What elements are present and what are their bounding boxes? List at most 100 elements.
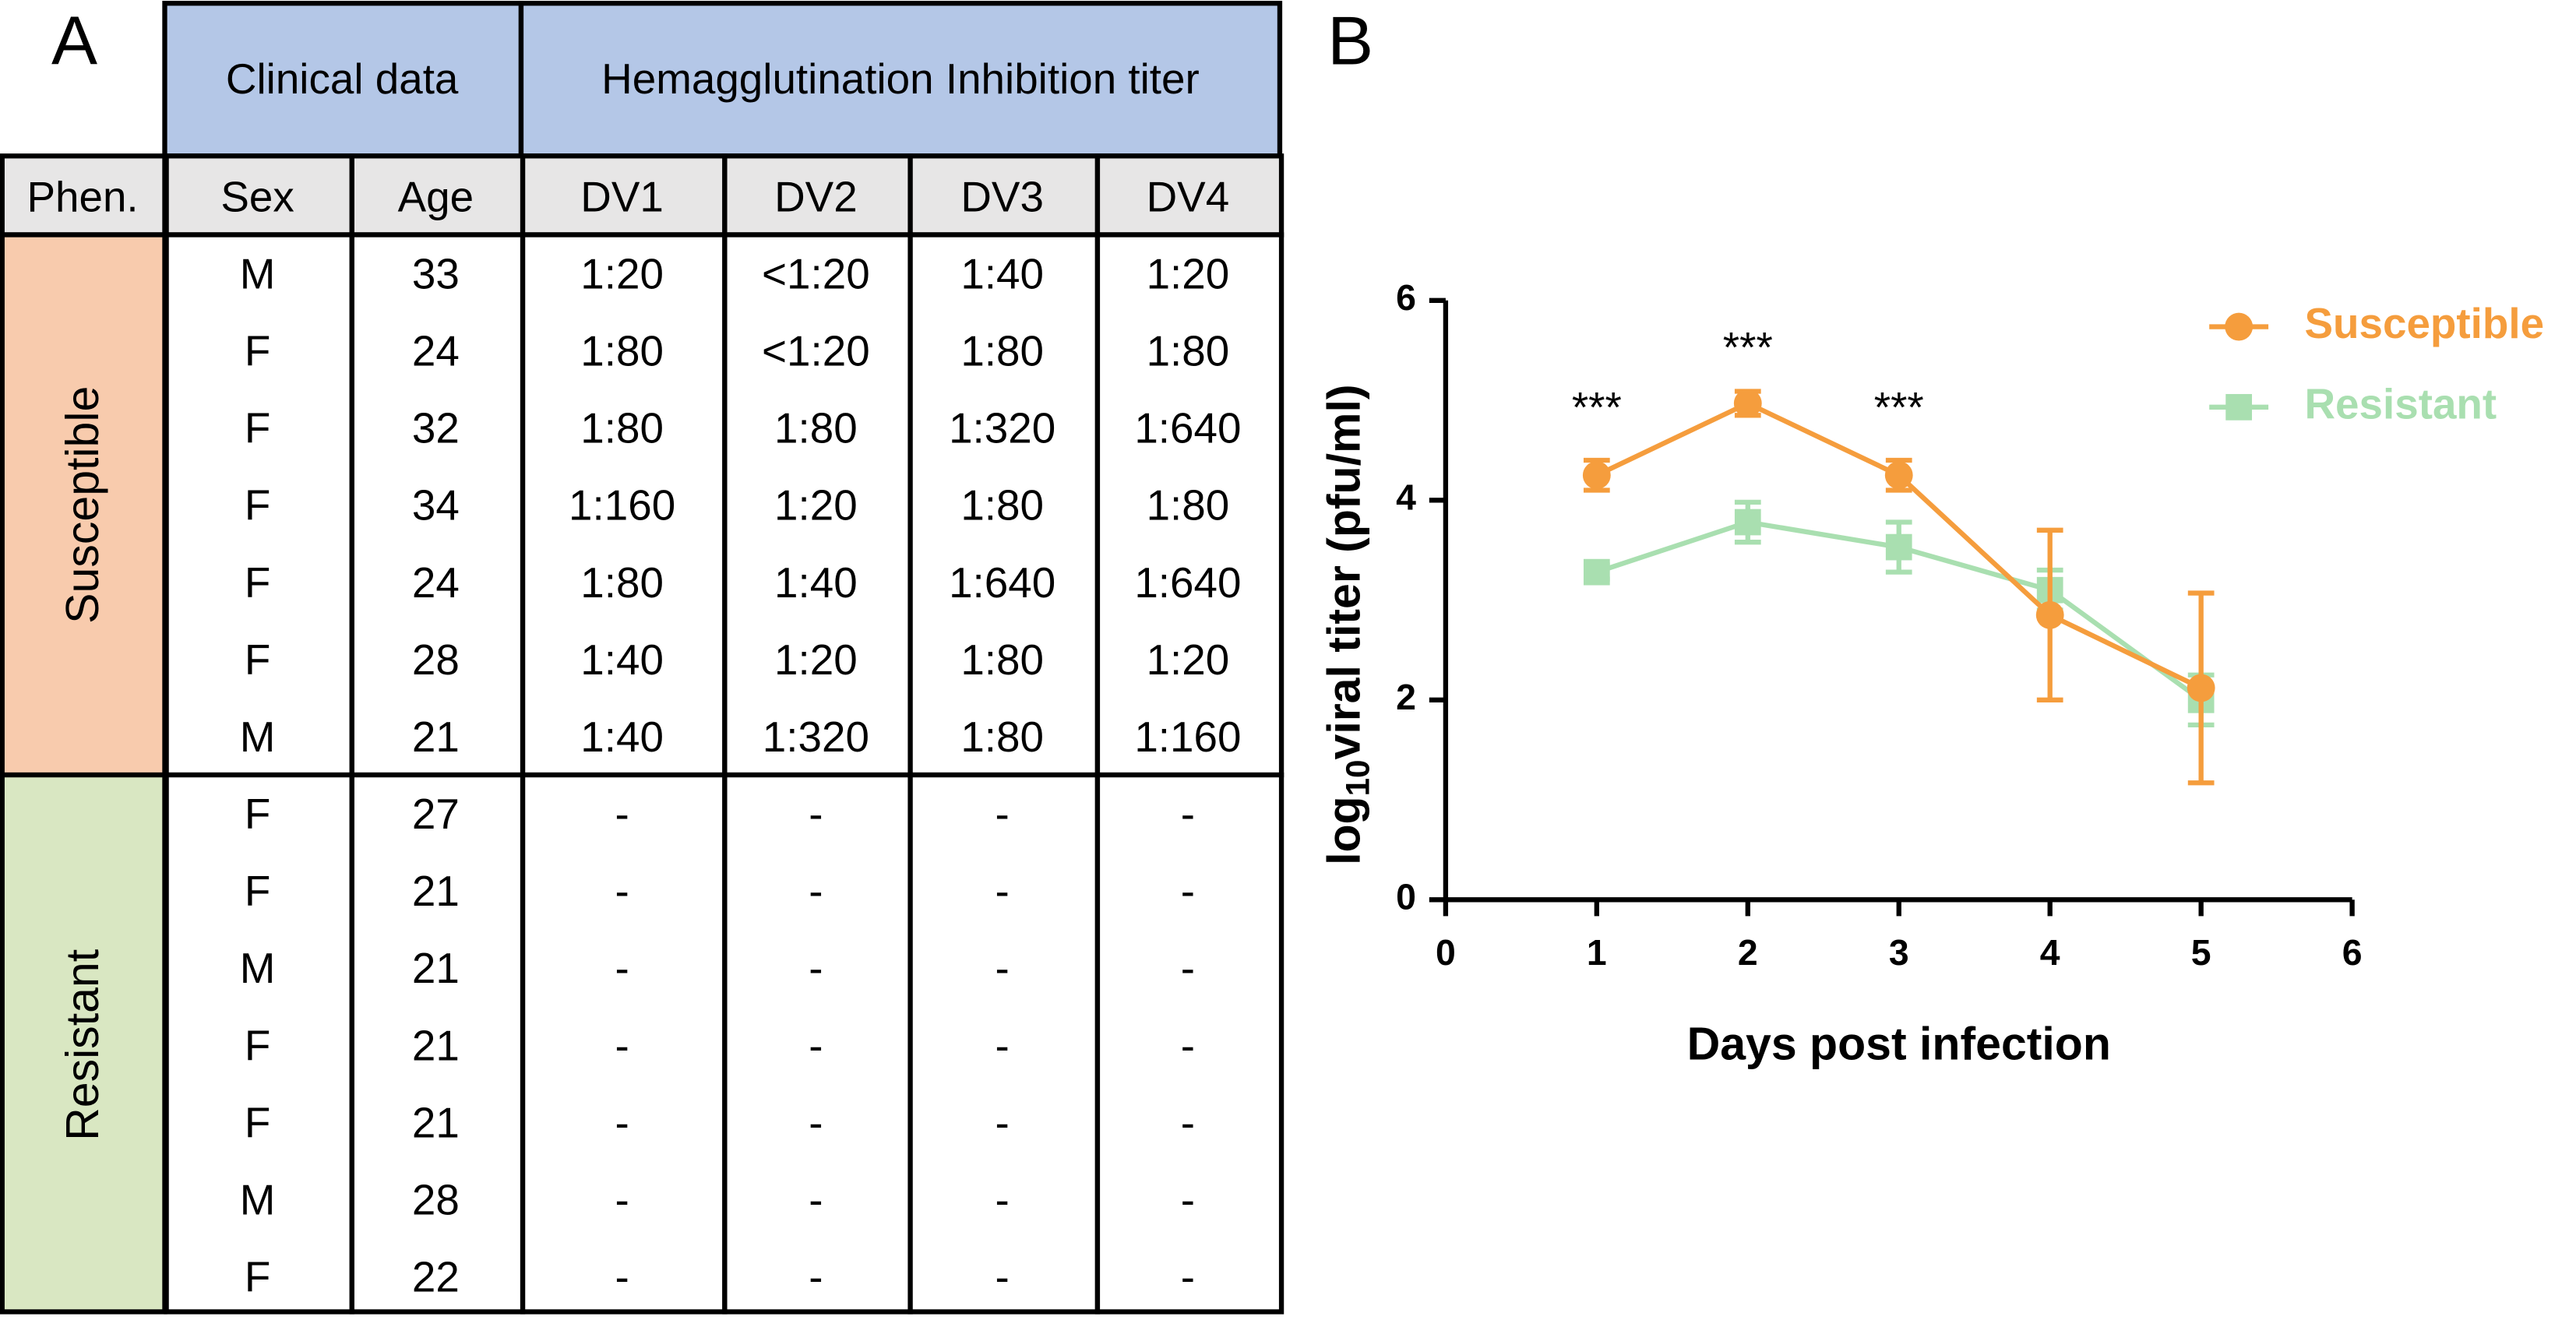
cell-text: 1:80 <box>960 635 1044 684</box>
cell-text: 1:80 <box>960 327 1044 375</box>
marker <box>1582 461 1611 490</box>
cell-text: F <box>245 558 270 607</box>
cell-text: - <box>1181 1021 1195 1069</box>
cell-text: - <box>615 1175 629 1223</box>
cell-text: 1:80 <box>1147 327 1230 375</box>
cell-text: 1:20 <box>1147 635 1230 684</box>
group-cell <box>0 772 167 1315</box>
cell-text: F <box>245 867 270 915</box>
cell-text: 1:40 <box>580 635 664 684</box>
group-cell <box>907 772 1101 1315</box>
marker <box>1733 389 1762 417</box>
cell-text: 1:40 <box>960 249 1044 297</box>
cell-text: - <box>809 1175 823 1223</box>
legend-marker <box>2225 312 2254 341</box>
cell-text: - <box>615 790 629 838</box>
cell-text: F <box>245 635 270 684</box>
cell-text: - <box>996 867 1010 915</box>
group-cell <box>349 772 526 1315</box>
cell-text: - <box>615 1253 629 1301</box>
phenotype-label: Susceptible <box>57 386 108 624</box>
column-header: DV1 <box>580 173 664 221</box>
x-axis-title: Days post infection <box>1687 1019 2111 1070</box>
column-header: DV3 <box>960 173 1044 221</box>
cell-text: 34 <box>412 481 460 530</box>
group-cell <box>0 232 167 778</box>
cell-text: - <box>996 1021 1010 1069</box>
cell-text: F <box>245 1253 270 1301</box>
cell-text: - <box>809 1098 823 1146</box>
cell-text: 1:80 <box>960 481 1044 530</box>
cell-text: M <box>240 713 276 761</box>
group-cell <box>164 772 354 1315</box>
cell-text: <1:20 <box>762 249 870 297</box>
cell-text: - <box>809 1021 823 1069</box>
group-header-cell <box>518 1 1283 159</box>
y-axis-title-part: viral titer (pfu/ml) <box>1318 384 1369 759</box>
cell-text: 1:20 <box>580 249 664 297</box>
marker <box>2187 674 2215 702</box>
y-tick-label: 0 <box>1396 877 1416 917</box>
marker <box>1734 509 1761 536</box>
x-tick-label: 5 <box>2191 932 2211 973</box>
cell-text: 21 <box>412 713 460 761</box>
cell-text: 1:320 <box>763 713 869 761</box>
cell-text: 1:40 <box>774 558 858 607</box>
cell-text: 1:80 <box>960 713 1044 761</box>
y-tick-label: 6 <box>1396 277 1416 318</box>
cell-text: 1:160 <box>569 481 675 530</box>
cell-text: 33 <box>412 249 460 297</box>
cell-text: 21 <box>412 1098 460 1146</box>
cell-text: 22 <box>412 1253 460 1301</box>
legend-marker <box>2225 393 2253 421</box>
cell-text: 1:640 <box>949 558 1055 607</box>
cell-text: 1:80 <box>580 404 664 452</box>
cell-text: 1:20 <box>774 481 858 530</box>
legend-label: Susceptible <box>2304 299 2544 347</box>
group-cell <box>1094 232 1284 778</box>
cell-text: 1:160 <box>1134 713 1241 761</box>
column-header-cell <box>907 153 1101 238</box>
x-tick-label: 4 <box>2040 932 2060 973</box>
cell-text: - <box>809 944 823 992</box>
group-cell <box>349 232 526 778</box>
cell-text: - <box>1181 1253 1195 1301</box>
marker <box>1583 558 1610 586</box>
group-cell <box>520 772 728 1315</box>
cell-text: <1:20 <box>762 327 870 375</box>
cell-text: 28 <box>412 1175 460 1223</box>
x-tick-label: 1 <box>1587 932 1607 973</box>
group-cell <box>722 772 913 1315</box>
cell-text: - <box>996 1175 1010 1223</box>
cell-text: - <box>1181 790 1195 838</box>
cell-text: - <box>615 944 629 992</box>
cell-text: 32 <box>412 404 460 452</box>
column-header: Sex <box>220 173 294 221</box>
cell-text: - <box>1181 1175 1195 1223</box>
cell-text: - <box>615 867 629 915</box>
cell-text: 1:20 <box>1147 249 1230 297</box>
marker <box>1884 461 1913 490</box>
panel-label: A <box>51 2 97 79</box>
cell-text: 24 <box>412 558 460 607</box>
cell-text: M <box>240 249 276 297</box>
marker <box>1885 533 1912 561</box>
cell-text: 1:320 <box>949 404 1055 452</box>
cell-text: 27 <box>412 790 460 838</box>
group-header: Clinical data <box>226 55 459 103</box>
marker <box>2035 600 2064 629</box>
y-tick-label: 2 <box>1396 677 1416 717</box>
panel-label: B <box>1327 2 1373 79</box>
cell-text: F <box>245 327 270 375</box>
cell-text: 1:80 <box>580 558 664 607</box>
y-tick-label: 4 <box>1396 477 1416 518</box>
y-axis-title: log10viral titer (pfu/ml) <box>1318 384 1376 864</box>
significance: *** <box>1572 382 1622 431</box>
cell-text: 21 <box>412 944 460 992</box>
x-tick-label: 3 <box>1889 932 1909 973</box>
cell-text: 21 <box>412 1021 460 1069</box>
cell-text: M <box>240 1175 276 1223</box>
cell-text: 1:80 <box>580 327 664 375</box>
cell-text: - <box>809 1253 823 1301</box>
cell-text: - <box>1181 1098 1195 1146</box>
